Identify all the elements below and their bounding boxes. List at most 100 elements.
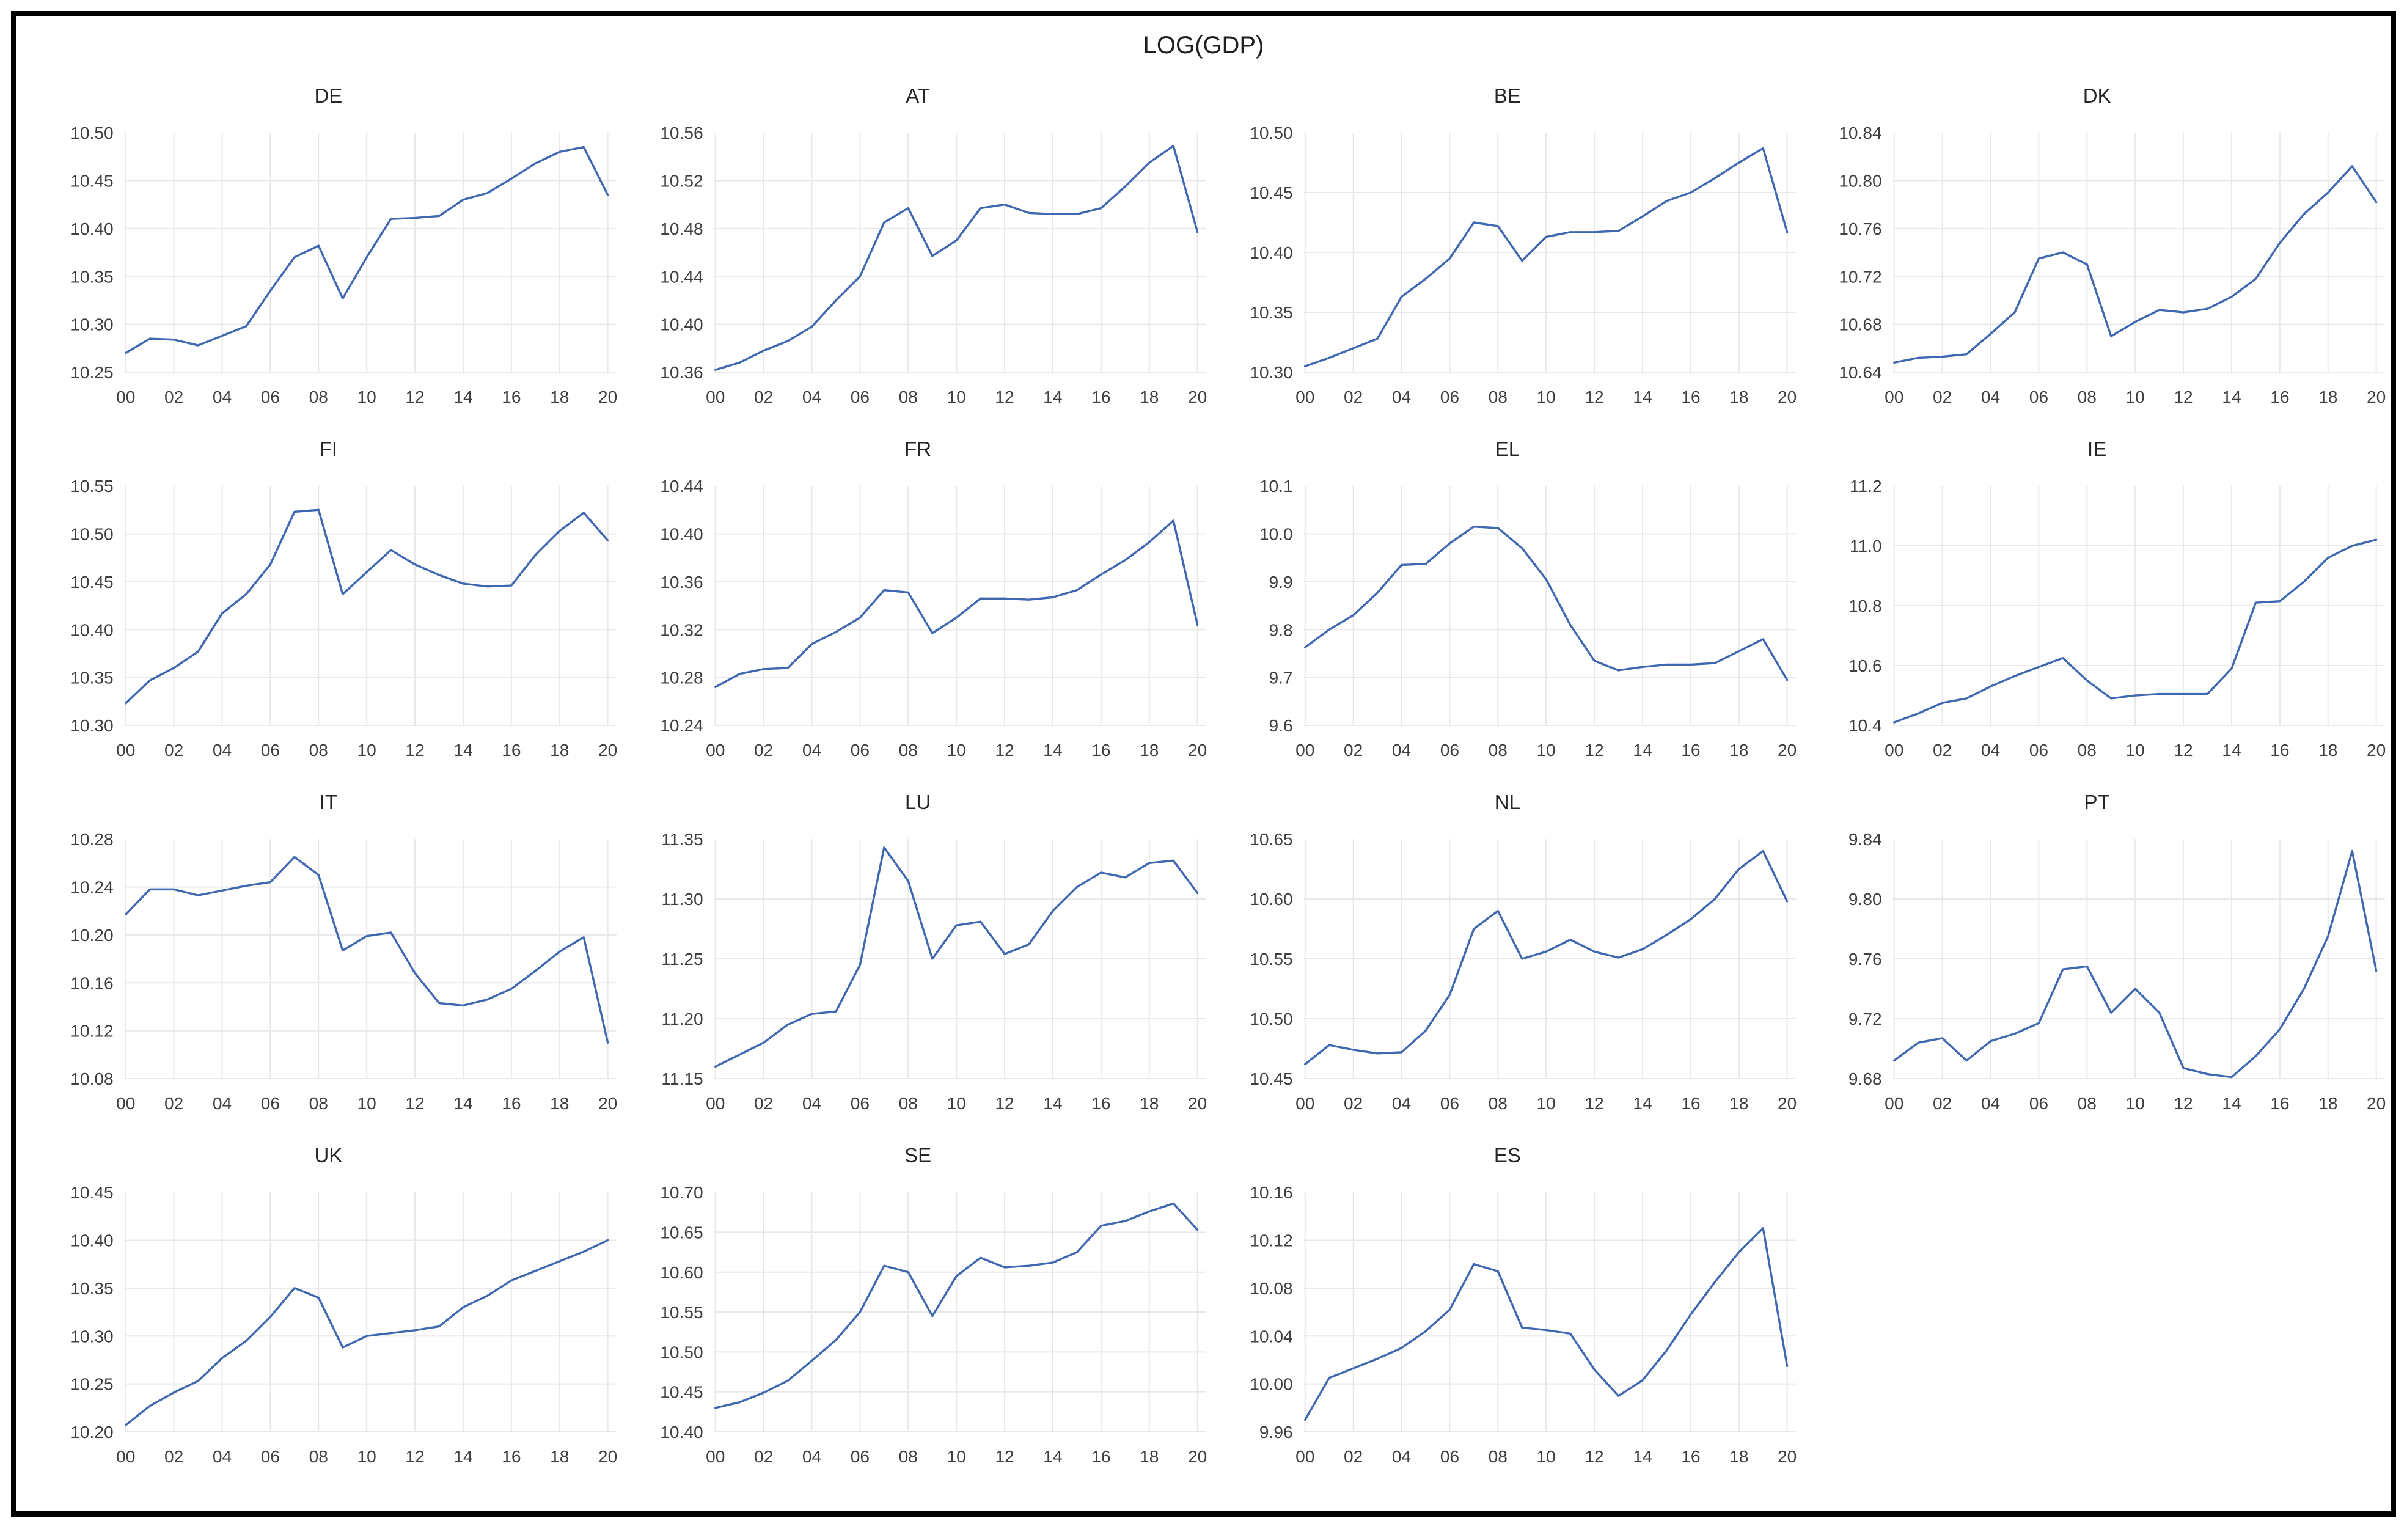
x-tick-label: 02 [1343, 1094, 1362, 1113]
series-line [125, 145, 609, 354]
line-chart-lu: 11.15 11.20 11.25 11.30 11.35 00 02 04 06 08 10 12 1… [661, 830, 1207, 1113]
y-tick-label: 9.8 [1269, 620, 1292, 639]
x-tick-label: 14 [2222, 387, 2241, 406]
y-tick-label: 10.72 [1839, 267, 1882, 286]
y-tick-label: 10.80 [1839, 172, 1882, 191]
x-tick-label: 08 [1488, 741, 1507, 760]
series-line [1893, 849, 2378, 1079]
series-line [125, 508, 609, 705]
x-tick-label: 12 [2174, 741, 2193, 760]
line-chart-dk: 10.64 10.68 10.72 10.76 10.80 10.84 00 02 04 06 08… [1839, 123, 2386, 406]
series-line [1303, 1227, 1788, 1421]
y-tick-label: 10.68 [1839, 315, 1882, 334]
series-line [1893, 165, 2378, 364]
x-tick-label: 20 [1188, 1094, 1207, 1113]
x-tick-label: 08 [898, 1447, 917, 1466]
x-tick-label: 08 [309, 741, 328, 760]
x-tick-label: 10 [1536, 1447, 1555, 1466]
chart-panel-fi: FI 10.30 10.35 10.40 10.45 10.50 10.55 00 02 04 0… [34, 422, 623, 775]
y-tick-label: 10.40 [1250, 243, 1292, 262]
x-tick-label: 10 [1536, 741, 1555, 760]
x-tick-label: 12 [2174, 387, 2193, 406]
x-tick-label: 14 [453, 1447, 472, 1466]
x-tick-label: 12 [2174, 1094, 2193, 1113]
x-tick-label: 08 [2078, 741, 2097, 760]
y-tick-label: 10.24 [660, 716, 703, 735]
y-tick-label: 10.4 [1848, 716, 1882, 735]
y-tick-label: 10.50 [70, 525, 113, 544]
x-tick-label: 18 [550, 741, 569, 760]
y-tick-label: 10.35 [1250, 303, 1292, 322]
series-line [125, 1239, 609, 1426]
x-tick-label: 08 [1488, 1447, 1507, 1466]
y-tick-label: 11.0 [1850, 537, 1882, 556]
y-tick-label: 10.12 [1250, 1231, 1292, 1250]
y-tick-label: 9.84 [1848, 830, 1882, 849]
x-tick-label: 12 [995, 1447, 1014, 1466]
x-tick-label: 16 [2270, 1094, 2289, 1113]
x-tick-label: 18 [550, 1094, 569, 1113]
x-tick-label: 20 [1188, 387, 1207, 406]
chart-panel-es: ES 9.96 10.00 10.04 10.08 10.12 10.16 00 02 04 06… [1213, 1128, 1803, 1481]
x-tick-label: 00 [1885, 1094, 1903, 1113]
line-chart-de: 10.25 10.30 10.35 10.40 10.45 10.50 00 02 04 06 08… [70, 123, 617, 406]
y-tick-label: 10.45 [660, 1383, 703, 1402]
x-tick-label: 04 [1391, 741, 1410, 760]
series-line [1303, 849, 1788, 1066]
line-chart-ie: 10.4 10.6 10.8 11.0 11.2 00 02 04 06 08 10 12 14 16 18… [1848, 477, 2386, 760]
x-tick-label: 18 [2318, 387, 2337, 406]
x-tick-label: 00 [1295, 1094, 1314, 1113]
y-tick-label: 10.24 [70, 878, 113, 897]
chart-panel-dk: DK 10.64 10.68 10.72 10.76 10.80 10.84 00 02 04 0… [1802, 68, 2392, 422]
y-tick-label: 11.15 [661, 1069, 703, 1088]
y-tick-label: 10.45 [70, 573, 113, 592]
x-tick-label: 16 [1681, 387, 1700, 406]
x-tick-label: 06 [261, 1447, 280, 1466]
chart-panel-nl: NL 10.45 10.50 10.55 10.60 10.65 00 02 04 06 08 10… [1213, 775, 1803, 1128]
y-tick-label: 10.25 [70, 1375, 113, 1394]
y-tick-label: 9.68 [1848, 1069, 1882, 1088]
x-tick-label: 04 [1981, 387, 2000, 406]
x-tick-label: 00 [1295, 1447, 1314, 1466]
x-tick-label: 14 [1633, 387, 1652, 406]
x-tick-label: 14 [453, 741, 472, 760]
line-chart-se: 10.40 10.45 10.50 10.55 10.60 10.65 10.70 00 02 0… [660, 1183, 1207, 1466]
x-tick-label: 08 [309, 1447, 328, 1466]
x-tick-label: 18 [550, 387, 569, 406]
x-tick-label: 18 [1140, 1094, 1159, 1113]
y-tick-label: 10.20 [70, 926, 113, 945]
x-tick-label: 06 [1440, 741, 1459, 760]
y-tick-label: 11.35 [661, 830, 703, 849]
x-tick-label: 14 [1633, 1094, 1652, 1113]
panel-title: DK [2083, 84, 2111, 107]
x-tick-label: 20 [598, 741, 617, 760]
y-tick-label: 10.65 [1250, 830, 1292, 849]
x-tick-label: 08 [309, 387, 328, 406]
x-tick-label: 04 [213, 741, 232, 760]
y-tick-label: 10.35 [70, 669, 113, 688]
x-tick-label: 00 [116, 1094, 135, 1113]
y-tick-label: 10.50 [660, 1343, 703, 1362]
x-tick-label: 18 [1140, 387, 1159, 406]
x-tick-label: 18 [2318, 1094, 2337, 1113]
x-tick-label: 14 [453, 387, 472, 406]
panel-title: SE [904, 1144, 932, 1167]
x-tick-label: 10 [357, 387, 376, 406]
x-tick-label: 04 [802, 741, 821, 760]
panel-title: UK [314, 1144, 343, 1167]
x-tick-label: 16 [502, 741, 521, 760]
x-tick-label: 16 [1091, 1447, 1110, 1466]
x-tick-label: 00 [1885, 741, 1903, 760]
line-chart-it: 10.08 10.12 10.16 10.20 10.24 10.28 00 02 04 06 08… [70, 830, 617, 1113]
y-tick-label: 11.25 [661, 950, 703, 969]
y-tick-label: 9.7 [1269, 669, 1292, 688]
y-tick-label: 10.40 [660, 1423, 703, 1442]
x-tick-label: 16 [2270, 741, 2289, 760]
y-tick-label: 9.76 [1848, 950, 1882, 969]
x-tick-label: 08 [1488, 1094, 1507, 1113]
panel-title: LU [905, 791, 931, 813]
series-line [714, 846, 1199, 1068]
panel-title: EL [1495, 438, 1520, 460]
y-tick-label: 10.35 [70, 267, 113, 286]
